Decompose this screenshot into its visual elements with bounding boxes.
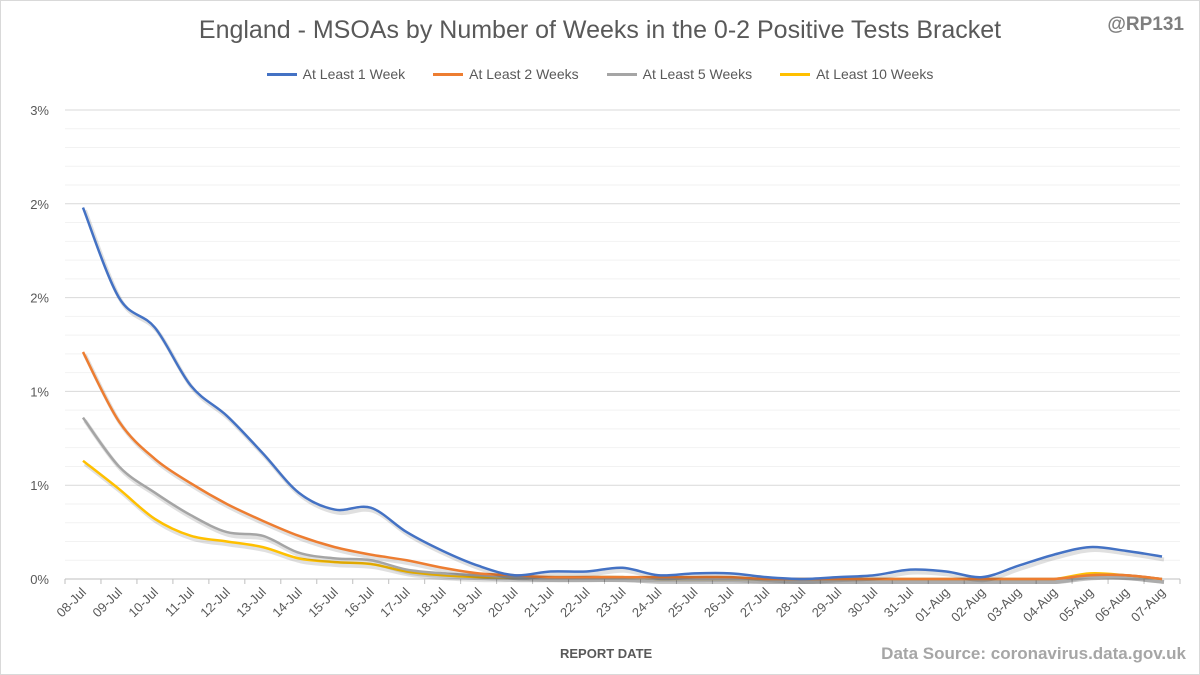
series-shadow-at-least-1-week xyxy=(83,209,1165,585)
y-tick-label: 2% xyxy=(30,197,49,212)
x-tick-label: 16-Jul xyxy=(341,584,377,620)
series-line-at-least-5-weeks xyxy=(81,416,1163,581)
x-tick-label: 12-Jul xyxy=(197,584,233,620)
y-tick-label: 1% xyxy=(30,384,49,399)
series-shadow-at-least-5-weeks xyxy=(83,419,1165,584)
legend-label: At Least 5 Weeks xyxy=(642,66,753,82)
legend-item: At Least 2 Weeks xyxy=(433,66,579,82)
x-tick-label: 08-Jul xyxy=(53,584,89,620)
x-tick-label: 18-Jul xyxy=(413,584,449,620)
data-source: Data Source: coronavirus.data.gov.uk xyxy=(881,644,1186,663)
x-tick-label: 04-Aug xyxy=(1020,585,1060,625)
legend-swatch xyxy=(266,72,297,76)
x-tick-label: 31-Jul xyxy=(881,584,917,620)
x-tick-label: 22-Jul xyxy=(557,584,593,620)
x-tick-label: 03-Aug xyxy=(984,585,1024,625)
legend-item: At Least 1 Week xyxy=(266,66,406,82)
x-tick-label: 07-Aug xyxy=(1128,585,1168,625)
x-tick-label: 11-Jul xyxy=(162,584,197,619)
y-tick-label: 3% xyxy=(30,103,49,118)
y-tick-label: 1% xyxy=(30,478,49,493)
watermark-handle: @RP131 xyxy=(1107,14,1184,35)
x-tick-label: 09-Jul xyxy=(89,584,125,620)
x-tick-label: 06-Aug xyxy=(1092,585,1132,625)
x-tick-label: 23-Jul xyxy=(593,584,629,620)
legend-item: At Least 10 Weeks xyxy=(780,66,933,82)
x-tick-label: 25-Jul xyxy=(665,584,701,620)
x-tick-label: 27-Jul xyxy=(737,584,773,620)
legend-label: At Least 1 Week xyxy=(302,66,406,82)
chart-title: England - MSOAs by Number of Weeks in th… xyxy=(198,16,1002,44)
x-tick-label: 13-Jul xyxy=(233,584,269,620)
series-line-at-least-10-weeks xyxy=(82,459,1163,581)
x-tick-label: 02-Aug xyxy=(948,585,988,625)
x-tick-label: 24-Jul xyxy=(629,584,665,620)
x-tick-label: 17-Jul xyxy=(377,584,413,620)
series-line-at-least-1-week xyxy=(81,207,1163,581)
legend: At Least 1 Week At Least 2 Weeks At Least … xyxy=(0,66,1200,82)
x-tick-label: 29-Jul xyxy=(809,584,845,620)
legend-label: At Least 2 Weeks xyxy=(469,66,579,82)
x-tick-label: 14-Jul xyxy=(269,584,305,620)
x-tick-label: 30-Jul xyxy=(845,584,881,620)
legend-swatch xyxy=(780,72,811,76)
x-tick-label: 15-Jul xyxy=(305,584,341,620)
legend-swatch xyxy=(433,72,464,76)
x-tick-label: 20-Jul xyxy=(485,584,521,620)
y-tick-label: 2% xyxy=(30,291,49,306)
legend-label: At Least 10 Weeks xyxy=(816,66,934,82)
legend-item: At Least 5 Weeks xyxy=(606,66,753,82)
x-tick-label: 05-Aug xyxy=(1056,585,1096,625)
x-tick-label: 21-Jul xyxy=(521,584,557,620)
x-tick-label: 01-Aug xyxy=(912,585,952,625)
legend-swatch xyxy=(606,72,637,76)
series-shadow-at-least-10-weeks xyxy=(83,462,1165,584)
series-shadow-at-least-2-weeks xyxy=(83,354,1165,584)
x-tick-label: 19-Jul xyxy=(449,584,485,620)
x-tick-label: 28-Jul xyxy=(773,584,809,620)
x-tick-label: 26-Jul xyxy=(701,584,737,620)
series-line-at-least-2-weeks xyxy=(81,351,1163,581)
x-axis-label: REPORT DATE xyxy=(560,646,653,661)
y-tick-label: 0% xyxy=(30,572,49,587)
x-tick-label: 10-Jul xyxy=(125,584,161,620)
